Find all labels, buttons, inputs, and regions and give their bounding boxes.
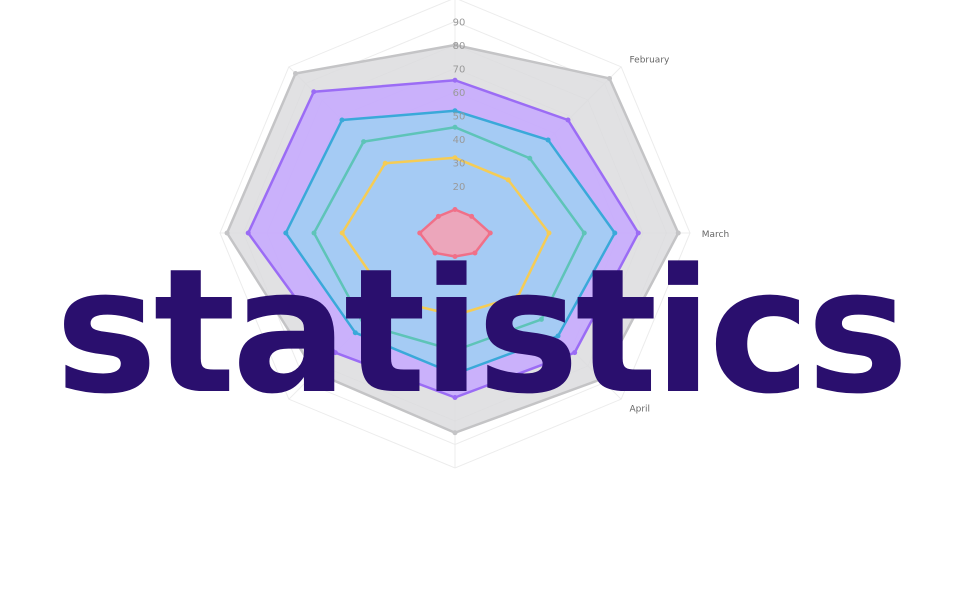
series-point-4 — [382, 160, 388, 166]
series-point-5 — [487, 230, 493, 236]
tick-label: 90 — [453, 18, 466, 29]
series-point-1 — [572, 350, 578, 356]
series-point-2 — [555, 333, 561, 339]
tick-label: 30 — [453, 159, 466, 170]
series-point-1 — [452, 395, 458, 400]
axis-label: April — [629, 404, 650, 414]
tick-label: 20 — [453, 182, 466, 193]
series-point-5 — [452, 207, 458, 212]
series-point-3 — [452, 124, 458, 130]
axis-label: February — [629, 56, 670, 66]
series-point-4 — [546, 230, 552, 236]
series-point-1 — [452, 77, 458, 83]
series-point-2 — [352, 330, 358, 336]
series-point-2 — [452, 371, 458, 377]
series-point-0 — [598, 376, 604, 382]
series-point-4 — [452, 155, 458, 161]
tick-label: 70 — [453, 65, 466, 76]
series-point-3 — [452, 348, 458, 353]
series-point-4 — [515, 293, 521, 299]
tick-label: 50 — [453, 112, 466, 123]
series-point-0 — [607, 75, 613, 81]
series-point-5 — [435, 213, 441, 219]
series-point-2 — [612, 230, 618, 236]
series-point-0 — [312, 370, 318, 376]
series-point-1 — [311, 89, 317, 95]
series-point-0 — [292, 70, 298, 76]
series-point-5 — [417, 230, 423, 236]
tick-label: 60 — [453, 88, 466, 99]
series-point-3 — [361, 139, 367, 145]
series-point-0 — [452, 430, 458, 436]
series-point-0 — [224, 230, 230, 236]
tick-label: 40 — [453, 135, 466, 146]
series-point-3 — [527, 155, 533, 161]
series-point-3 — [538, 316, 544, 322]
series-point-2 — [545, 137, 551, 143]
series-point-2 — [452, 108, 458, 114]
series-point-5 — [432, 250, 438, 256]
series-point-0 — [452, 42, 458, 48]
series-point-4 — [339, 230, 345, 236]
series-point-3 — [581, 230, 587, 236]
series-point-5 — [472, 250, 478, 256]
series-point-1 — [245, 230, 251, 236]
series-point-5 — [452, 254, 458, 259]
series-point-0 — [675, 230, 681, 236]
series-point-3 — [361, 321, 367, 327]
series-point-2 — [339, 117, 345, 123]
series-point-2 — [283, 230, 289, 236]
series-point-4 — [452, 312, 458, 318]
tick-label: 80 — [453, 41, 466, 52]
series-point-5 — [469, 213, 475, 219]
series-point-1 — [635, 230, 641, 236]
headline-text: statistics — [55, 231, 909, 432]
series-point-4 — [505, 177, 511, 183]
series-point-4 — [386, 296, 392, 302]
axis-label: March — [702, 230, 729, 240]
series-point-3 — [311, 230, 317, 236]
series-point-1 — [332, 350, 338, 356]
series-point-1 — [565, 117, 571, 123]
